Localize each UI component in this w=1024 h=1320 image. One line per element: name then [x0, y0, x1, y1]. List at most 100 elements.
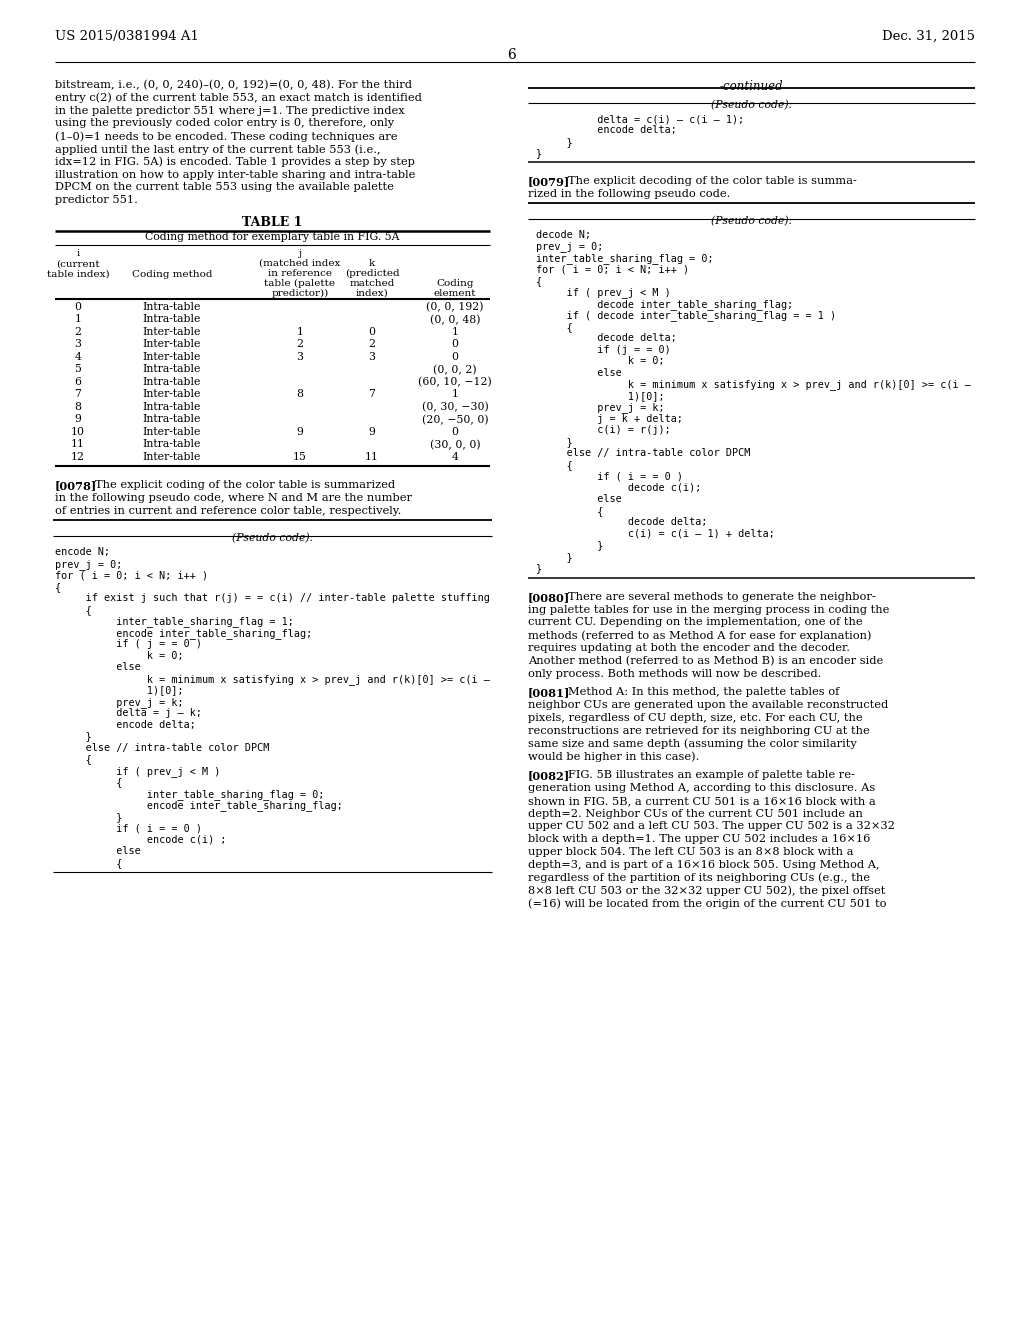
Text: Inter-table: Inter-table — [142, 327, 201, 337]
Text: (Pseudo code):: (Pseudo code): — [711, 100, 793, 111]
Text: 15: 15 — [293, 451, 307, 462]
Text: encode N;: encode N; — [55, 546, 111, 557]
Text: ing palette tables for use in the merging process in coding the: ing palette tables for use in the mergin… — [528, 605, 890, 615]
Text: (0, 0, 48): (0, 0, 48) — [430, 314, 480, 325]
Text: (predicted: (predicted — [345, 269, 399, 279]
Text: 9: 9 — [75, 414, 82, 425]
Text: Inter-table: Inter-table — [142, 352, 201, 362]
Text: upper CU 502 and a left CU 503. The upper CU 502 is a 32×32: upper CU 502 and a left CU 503. The uppe… — [528, 821, 895, 832]
Text: [0080]: [0080] — [528, 591, 570, 603]
Text: predictor)): predictor)) — [271, 289, 329, 298]
Text: (Pseudo code):: (Pseudo code): — [231, 533, 313, 544]
Text: Inter-table: Inter-table — [142, 339, 201, 350]
Text: encode c(i) ;: encode c(i) ; — [55, 834, 226, 845]
Text: Another method (referred to as Method B) is an encoder side: Another method (referred to as Method B)… — [528, 656, 884, 667]
Text: TABLE 1: TABLE 1 — [243, 216, 303, 228]
Text: encode inter_table_sharing_flag;: encode inter_table_sharing_flag; — [55, 627, 312, 639]
Text: of entries in current and reference color table, respectively.: of entries in current and reference colo… — [55, 506, 401, 516]
Text: k = minimum x satisfying x > prev_j and r(k)[0] >= c(i –: k = minimum x satisfying x > prev_j and … — [55, 673, 489, 685]
Text: (=16) will be located from the origin of the current CU 501 to: (=16) will be located from the origin of… — [528, 898, 887, 908]
Text: if ( j = = 0 ): if ( j = = 0 ) — [55, 639, 202, 649]
Text: 0: 0 — [452, 339, 459, 350]
Text: prev_j = k;: prev_j = k; — [536, 403, 665, 413]
Text: for ( i = 0; i < N; i++ ): for ( i = 0; i < N; i++ ) — [55, 570, 208, 579]
Text: if ( prev_j < M ): if ( prev_j < M ) — [536, 288, 671, 298]
Text: 1)[0];: 1)[0]; — [55, 685, 183, 696]
Text: Coding method: Coding method — [132, 271, 212, 279]
Text: 6: 6 — [75, 378, 82, 387]
Text: 1: 1 — [452, 389, 459, 400]
Text: prev_j = 0;: prev_j = 0; — [55, 558, 123, 569]
Text: 6: 6 — [508, 48, 516, 62]
Text: 11: 11 — [71, 440, 85, 450]
Text: Inter-table: Inter-table — [142, 389, 201, 400]
Text: encode inter_table_sharing_flag;: encode inter_table_sharing_flag; — [55, 800, 343, 810]
Text: prev_j = k;: prev_j = k; — [55, 697, 183, 708]
Text: delta = c(i) – c(i – 1);: delta = c(i) – c(i – 1); — [536, 114, 744, 124]
Text: 11: 11 — [365, 451, 379, 462]
Text: table (palette: table (palette — [264, 279, 336, 288]
Text: Intra-table: Intra-table — [142, 378, 201, 387]
Text: [0079]: [0079] — [528, 176, 570, 187]
Text: k = minimum x satisfying x > prev_j and r(k)[0] >= c(i –: k = minimum x satisfying x > prev_j and … — [536, 379, 971, 391]
Text: {: { — [536, 322, 572, 331]
Text: DPCM on the current table 553 using the available palette: DPCM on the current table 553 using the … — [55, 182, 394, 193]
Text: entry c(2) of the current table 553, an exact match is identified: entry c(2) of the current table 553, an … — [55, 92, 422, 103]
Text: }: } — [536, 564, 542, 573]
Text: 8: 8 — [297, 389, 303, 400]
Text: 12: 12 — [71, 451, 85, 462]
Text: Intra-table: Intra-table — [142, 414, 201, 425]
Text: using the previously coded color entry is 0, therefore, only: using the previously coded color entry i… — [55, 119, 394, 128]
Text: depth=2. Neighbor CUs of the current CU 501 include an: depth=2. Neighbor CUs of the current CU … — [528, 809, 863, 818]
Text: (0, 0, 2): (0, 0, 2) — [433, 364, 477, 375]
Text: (0, 0, 192): (0, 0, 192) — [426, 302, 483, 313]
Text: encode delta;: encode delta; — [55, 719, 196, 730]
Text: delta = j – k;: delta = j – k; — [55, 708, 202, 718]
Text: There are several methods to generate the neighbor-: There are several methods to generate th… — [568, 591, 876, 602]
Text: inter_table_sharing_flag = 1;: inter_table_sharing_flag = 1; — [55, 616, 294, 627]
Text: else // intra-table color DPCM: else // intra-table color DPCM — [55, 743, 269, 752]
Text: illustration on how to apply inter-table sharing and intra-table: illustration on how to apply inter-table… — [55, 169, 416, 180]
Text: encode delta;: encode delta; — [536, 125, 677, 136]
Text: {: { — [55, 777, 123, 787]
Text: element: element — [434, 289, 476, 298]
Text: methods (referred to as Method A for ease for explanation): methods (referred to as Method A for eas… — [528, 630, 871, 640]
Text: Intra-table: Intra-table — [142, 302, 201, 312]
Text: 4: 4 — [75, 352, 82, 362]
Text: 1: 1 — [297, 327, 303, 337]
Text: else: else — [536, 368, 622, 378]
Text: Method A: In this method, the palette tables of: Method A: In this method, the palette ta… — [568, 688, 840, 697]
Text: {: { — [55, 582, 61, 591]
Text: else: else — [55, 663, 140, 672]
Text: {: { — [55, 858, 123, 867]
Text: 9: 9 — [297, 426, 303, 437]
Text: upper block 504. The left CU 503 is an 8×8 block with a: upper block 504. The left CU 503 is an 8… — [528, 847, 853, 857]
Text: Inter-table: Inter-table — [142, 451, 201, 462]
Text: rized in the following pseudo code.: rized in the following pseudo code. — [528, 189, 730, 199]
Text: depth=3, and is part of a 16×16 block 505. Using Method A,: depth=3, and is part of a 16×16 block 50… — [528, 859, 880, 870]
Text: i: i — [77, 249, 80, 257]
Text: decode c(i);: decode c(i); — [536, 483, 701, 492]
Text: decode delta;: decode delta; — [536, 517, 708, 527]
Text: for ( i = 0; i < N; i++ ): for ( i = 0; i < N; i++ ) — [536, 264, 689, 275]
Text: else // intra-table color DPCM: else // intra-table color DPCM — [536, 449, 751, 458]
Text: }: } — [55, 731, 92, 741]
Text: 1: 1 — [452, 327, 459, 337]
Text: -continued: -continued — [720, 81, 783, 92]
Text: 9: 9 — [369, 426, 376, 437]
Text: same size and same depth (assuming the color similarity: same size and same depth (assuming the c… — [528, 739, 857, 750]
Text: {: { — [536, 276, 542, 286]
Text: applied until the last entry of the current table 553 (i.e.,: applied until the last entry of the curr… — [55, 144, 381, 154]
Text: matched: matched — [349, 279, 394, 288]
Text: Dec. 31, 2015: Dec. 31, 2015 — [882, 30, 975, 44]
Text: k: k — [369, 259, 375, 268]
Text: 2: 2 — [297, 339, 303, 350]
Text: FIG. 5B illustrates an example of palette table re-: FIG. 5B illustrates an example of palett… — [568, 770, 855, 780]
Text: 10: 10 — [71, 426, 85, 437]
Text: decode inter_table_sharing_flag;: decode inter_table_sharing_flag; — [536, 298, 794, 310]
Text: shown in FIG. 5B, a current CU 501 is a 16×16 block with a: shown in FIG. 5B, a current CU 501 is a … — [528, 796, 876, 805]
Text: if ( i = = 0 ): if ( i = = 0 ) — [536, 471, 683, 482]
Text: 7: 7 — [75, 389, 82, 400]
Text: (current: (current — [56, 260, 99, 269]
Text: Coding method for exemplary table in FIG. 5A: Coding method for exemplary table in FIG… — [145, 232, 399, 242]
